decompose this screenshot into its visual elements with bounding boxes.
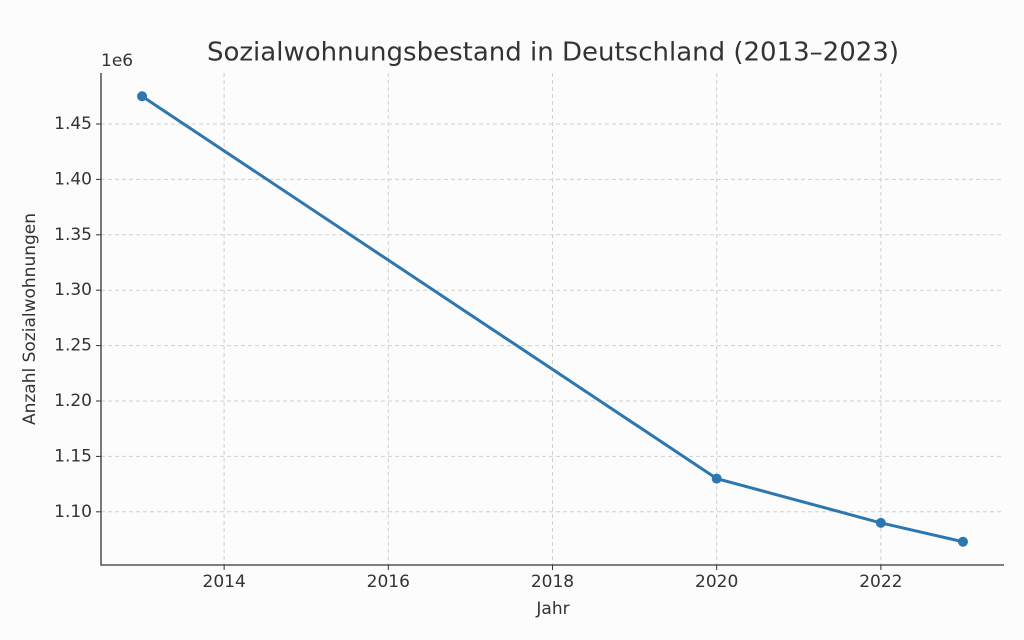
x-tick-label: 2018 bbox=[531, 572, 574, 592]
chart-title: Sozialwohnungsbestand in Deutschland (20… bbox=[207, 38, 899, 68]
point bbox=[957, 536, 968, 547]
point bbox=[711, 473, 722, 484]
y-tick-label: 1.25 bbox=[54, 336, 92, 356]
y-tick-label: 1.10 bbox=[54, 502, 92, 522]
y-tick-label: 1.45 bbox=[54, 114, 92, 134]
y-tick-label: 1.35 bbox=[54, 225, 92, 245]
axis bbox=[100, 73, 1004, 566]
y-tick-label: 1.20 bbox=[54, 391, 92, 411]
point bbox=[875, 517, 886, 528]
y-tick-label: 1.40 bbox=[54, 169, 92, 189]
x-tick-label: 2020 bbox=[695, 572, 738, 592]
x-tick-label: 2016 bbox=[367, 572, 410, 592]
x-tick-label: 2014 bbox=[203, 572, 246, 592]
y-tick-label: 1.15 bbox=[54, 446, 92, 466]
x-axis-label: Jahr bbox=[535, 599, 569, 619]
point bbox=[137, 91, 148, 102]
line bbox=[141, 95, 964, 544]
y-axis-label: Anzahl Sozialwohnungen bbox=[20, 213, 40, 425]
x-tick-label: 2022 bbox=[859, 572, 902, 592]
y-tick-label: 1.30 bbox=[54, 280, 92, 300]
y-offset-label: 1e6 bbox=[101, 51, 133, 71]
